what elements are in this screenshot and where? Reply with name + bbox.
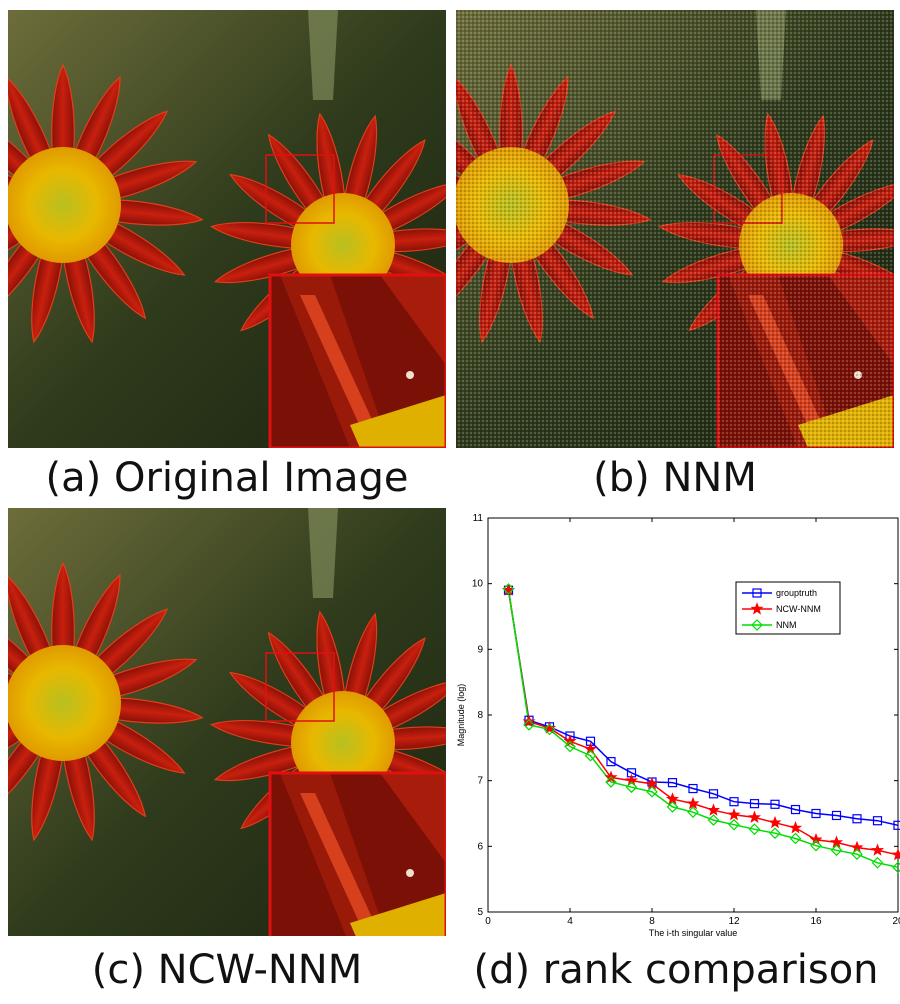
y-tick-label: 10	[472, 579, 484, 590]
x-tick-label: 12	[728, 916, 740, 927]
y-tick-label: 9	[477, 644, 483, 655]
plot-area	[488, 518, 898, 912]
flower-image	[456, 10, 894, 448]
y-axis-label: Magnitude (log)	[456, 684, 466, 747]
legend-label: NNM	[776, 620, 797, 630]
x-tick-label: 0	[485, 916, 491, 927]
y-tick-label: 6	[477, 841, 483, 852]
legend-label: NCW-NNM	[776, 604, 821, 614]
y-tick-label: 11	[473, 513, 484, 524]
y-tick-label: 5	[477, 907, 483, 918]
x-tick-label: 20	[892, 916, 900, 927]
flower-image	[8, 10, 446, 448]
y-tick-label: 7	[477, 776, 483, 787]
x-tick-label: 4	[567, 916, 573, 927]
original-image-panel	[8, 10, 446, 448]
chart-svg: 0 4 8 12 16 20 5 6 7 8 9 10 11 The i-th singular valu…	[456, 508, 900, 948]
legend-label: grouptruth	[776, 588, 817, 598]
flower-image	[8, 508, 446, 936]
caption-b: (b) NNM	[456, 458, 894, 498]
caption-a: (a) Original Image	[8, 458, 446, 498]
x-axis-label: The i-th singular value	[649, 928, 738, 938]
rank-comparison-chart: 0 4 8 12 16 20 5 6 7 8 9 10 11 The i-th singular valu…	[456, 508, 900, 948]
caption-c: (c) NCW-NNM	[8, 950, 446, 990]
nnm-image-panel	[456, 10, 894, 448]
ncw-nnm-image-panel	[8, 508, 446, 936]
x-tick-label: 16	[810, 916, 822, 927]
x-tick-label: 8	[649, 916, 655, 927]
caption-d: (d) rank comparison	[452, 950, 900, 990]
y-tick-label: 8	[477, 710, 483, 721]
